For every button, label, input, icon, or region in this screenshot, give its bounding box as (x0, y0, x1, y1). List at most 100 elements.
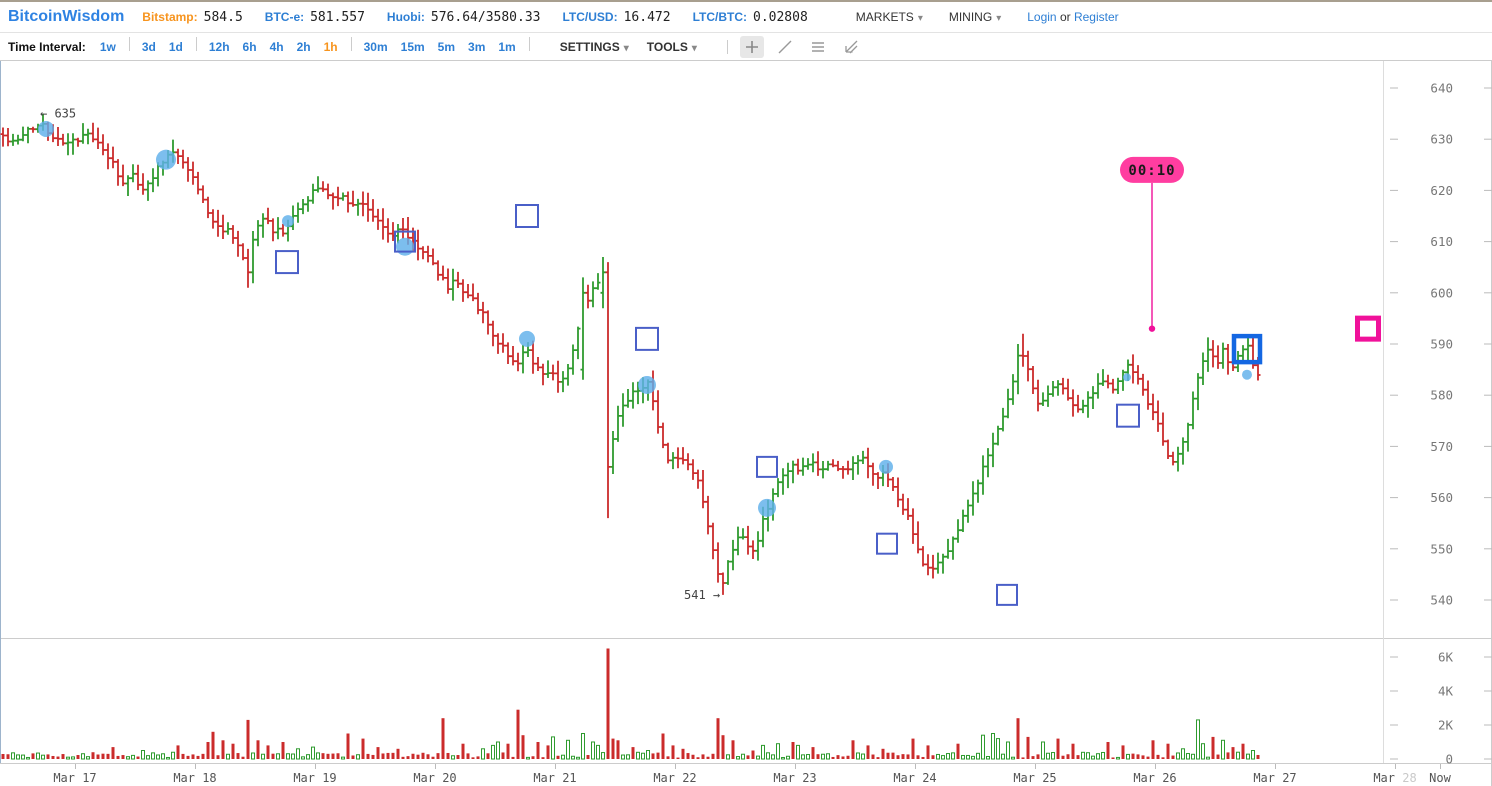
interval-1m[interactable]: 1m (498, 40, 516, 54)
ticker-item[interactable]: Bitstamp: 584.5 (142, 10, 242, 25)
svg-text:640: 640 (1430, 81, 1453, 96)
horizontal-lines-tool-button[interactable] (806, 36, 830, 58)
caret-down-icon: ▾ (691, 42, 697, 54)
caret-down-icon: ▾ (623, 42, 629, 54)
highlighted-order-marker[interactable] (1231, 333, 1263, 365)
svg-text:0: 0 (1445, 752, 1453, 767)
caret-down-icon: ▾ (996, 13, 1002, 24)
ticker-value: 584.5 (203, 9, 243, 25)
toolbar: Time Interval: 1w 3d 1d 12h 6h 4h 2h 1h 30m 15m 5m… (0, 33, 1492, 61)
draw-tool-buttons (713, 35, 872, 58)
svg-text:← 635: ← 635 (40, 107, 76, 121)
svg-text:570: 570 (1430, 439, 1453, 454)
interval-30m[interactable]: 30m (363, 40, 388, 54)
markets-menu-label: MARKETS (855, 10, 914, 24)
header: BitcoinWisdom Bitstamp: 584.5 BTC-e: 581.55… (0, 2, 1492, 33)
svg-text:600: 600 (1430, 285, 1453, 300)
arrow-tool-button[interactable] (839, 36, 863, 58)
ticker-label: Huobi: (386, 10, 425, 24)
svg-text:4K: 4K (1438, 684, 1454, 699)
chart-area: 640 630 620 610 600 590 580 570 560 550 540 6K 4K 2K 0… (0, 61, 1492, 786)
ohlc-bars (0, 113, 1261, 595)
settings-menu-label: SETTINGS (559, 39, 620, 54)
arrow-tool-icon (845, 40, 858, 53)
time-interval-label: Time Interval: (8, 39, 86, 54)
markets-menu[interactable]: MARKETS ▾ (856, 10, 923, 24)
interval-1d[interactable]: 1d (168, 40, 183, 54)
crosshair-tool-icon (745, 40, 758, 53)
svg-text:610: 610 (1430, 234, 1453, 249)
crosshair-tool-button[interactable] (739, 35, 764, 58)
svg-text:Mar 21: Mar 21 (533, 771, 576, 785)
svg-text:560: 560 (1430, 490, 1453, 505)
volume-bars (1, 648, 1260, 760)
pane-borders (0, 61, 1492, 786)
interval-12h[interactable]: 12h (208, 40, 230, 54)
mining-menu-label: MINING (948, 10, 993, 24)
separator (528, 37, 530, 51)
svg-text:Mar 22: Mar 22 (653, 771, 696, 785)
interval-5m[interactable]: 5m (437, 40, 456, 54)
trendline-tool-button[interactable] (773, 36, 797, 58)
svg-text:Mar 19: Mar 19 (293, 771, 336, 785)
tools-menu[interactable]: TOOLS ▾ (647, 40, 697, 54)
svg-text:Mar 23: Mar 23 (773, 771, 816, 785)
separator (350, 37, 352, 51)
price-annotations: ← 635 541 → (40, 107, 720, 602)
trendline-tool-icon (778, 40, 792, 53)
logo[interactable]: BitcoinWisdom (8, 8, 125, 25)
svg-text:Mar 20: Mar 20 (413, 771, 456, 785)
interval-15m[interactable]: 15m (400, 40, 425, 54)
ticker-label: Bitstamp: (142, 10, 198, 24)
ticker-value: 16.472 (623, 9, 671, 25)
ticker-label: BTC-e: (264, 10, 305, 24)
svg-text:2K: 2K (1438, 718, 1454, 733)
interval-2h[interactable]: 2h (296, 40, 311, 54)
order-markers[interactable] (275, 204, 1140, 606)
interval-1h[interactable]: 1h (323, 40, 338, 54)
login-link[interactable]: Login (1027, 10, 1057, 24)
svg-text:Mar 24: Mar 24 (893, 771, 936, 785)
svg-text:Now: Now (1429, 771, 1451, 785)
countdown-marker[interactable]: 00:10 (1120, 156, 1184, 332)
interval-6h[interactable]: 6h (242, 40, 257, 54)
register-link[interactable]: Register (1073, 10, 1119, 24)
interval-3m[interactable]: 3m (468, 40, 486, 54)
svg-text:6K: 6K (1438, 650, 1454, 665)
ticker-item[interactable]: Huobi: 576.64/3580.33 (387, 10, 541, 25)
volume-axis: 6K 4K 2K 0 (1390, 650, 1492, 767)
svg-text:Mar 28: Mar 28 (1373, 771, 1416, 785)
interval-3d[interactable]: 3d (141, 40, 156, 54)
ticker-item[interactable]: LTC/USD: 16.472 (562, 10, 670, 25)
horizontal-lines-tool-icon (811, 41, 824, 52)
ticker-value: 581.557 (310, 9, 365, 25)
svg-text:540: 540 (1430, 593, 1453, 608)
caret-down-icon: ▾ (917, 13, 923, 24)
ticker-bar: Bitstamp: 584.5 BTC-e: 581.557 Huobi: 576.64/… (142, 10, 830, 25)
svg-text:Mar 18: Mar 18 (173, 771, 216, 785)
ticker-label: LTC/BTC: (692, 10, 747, 24)
interval-1w[interactable]: 1w (99, 40, 116, 54)
price-volume-chart[interactable]: 640 630 620 610 600 590 580 570 560 550 540 6K 4K 2K 0… (0, 61, 1492, 786)
settings-menu[interactable]: SETTINGS ▾ (560, 40, 629, 54)
svg-text:580: 580 (1430, 388, 1453, 403)
svg-text:Mar 25: Mar 25 (1013, 771, 1056, 785)
svg-text:541 →: 541 → (684, 588, 720, 602)
svg-text:00:10: 00:10 (1128, 163, 1175, 179)
separator (128, 37, 130, 51)
trade-markers[interactable] (38, 120, 1252, 517)
interval-4h[interactable]: 4h (269, 40, 284, 54)
svg-text:Mar 17: Mar 17 (53, 771, 96, 785)
ticker-item[interactable]: BTC-e: 581.557 (265, 10, 365, 25)
svg-text:550: 550 (1430, 541, 1453, 556)
svg-text:630: 630 (1430, 132, 1453, 147)
separator (195, 37, 197, 51)
svg-text:Mar 26: Mar 26 (1133, 771, 1176, 785)
pink-square-annotation[interactable] (1355, 315, 1381, 342)
ticker-item[interactable]: LTC/BTC: 0.02808 (693, 10, 808, 25)
interval-links: 1w 3d 1d 12h 6h 4h 2h 1h 30m 15m 5m 3m 1m (100, 37, 542, 56)
ticker-label: LTC/USD: (562, 10, 618, 24)
ticker-value: 0.02808 (753, 9, 808, 25)
mining-menu[interactable]: MINING ▾ (949, 10, 1001, 24)
